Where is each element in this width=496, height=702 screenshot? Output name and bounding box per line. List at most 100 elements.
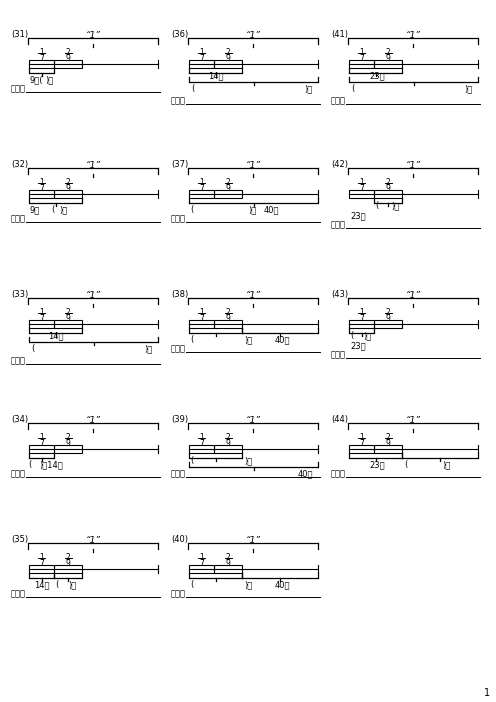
Text: 1: 1 bbox=[39, 178, 44, 187]
Text: (44): (44) bbox=[331, 415, 348, 424]
Text: (: ( bbox=[191, 84, 194, 93]
Text: 40米: 40米 bbox=[298, 469, 313, 478]
Text: 列式：: 列式： bbox=[11, 589, 26, 598]
Text: 1: 1 bbox=[199, 308, 204, 317]
Text: (37): (37) bbox=[171, 160, 188, 169]
Text: 40米: 40米 bbox=[275, 580, 291, 589]
Text: 9: 9 bbox=[385, 184, 390, 193]
Text: 2: 2 bbox=[385, 308, 390, 317]
Text: “1”: “1” bbox=[85, 161, 101, 170]
Text: )米: )米 bbox=[46, 75, 54, 84]
Text: )米: )米 bbox=[60, 205, 68, 214]
Bar bbox=[189, 60, 214, 68]
Text: 列式：: 列式： bbox=[331, 469, 346, 478]
Bar bbox=[349, 60, 374, 68]
Text: 14米: 14米 bbox=[34, 580, 49, 589]
Text: (43): (43) bbox=[331, 290, 348, 299]
Text: 14米: 14米 bbox=[48, 331, 63, 340]
Text: 40米: 40米 bbox=[275, 335, 291, 344]
Text: 2: 2 bbox=[65, 48, 70, 57]
Bar bbox=[29, 445, 54, 453]
Text: 7: 7 bbox=[199, 439, 204, 448]
Bar bbox=[29, 190, 54, 198]
Text: “1”: “1” bbox=[85, 536, 101, 545]
Text: 列式：: 列式： bbox=[331, 220, 346, 229]
Text: 2: 2 bbox=[65, 178, 70, 187]
Text: )米: )米 bbox=[364, 331, 372, 340]
Bar bbox=[189, 190, 214, 198]
Text: 9: 9 bbox=[65, 559, 70, 568]
Text: 9: 9 bbox=[226, 184, 231, 193]
Text: (: ( bbox=[55, 580, 58, 589]
Text: 1: 1 bbox=[484, 688, 490, 698]
Text: “1”: “1” bbox=[246, 291, 260, 300]
Text: 23米: 23米 bbox=[370, 71, 385, 80]
Bar bbox=[54, 190, 82, 198]
Bar bbox=[54, 445, 82, 453]
Text: )米: )米 bbox=[244, 580, 252, 589]
Text: “1”: “1” bbox=[85, 416, 101, 425]
Bar bbox=[189, 320, 214, 328]
Text: 14米: 14米 bbox=[208, 71, 223, 80]
Text: “1”: “1” bbox=[406, 291, 421, 300]
Bar bbox=[29, 60, 54, 68]
Text: )米: )米 bbox=[304, 84, 312, 93]
Text: 7: 7 bbox=[199, 54, 204, 63]
Text: (: ( bbox=[350, 331, 353, 340]
Text: “1”: “1” bbox=[406, 161, 421, 170]
Text: 列式：: 列式： bbox=[171, 96, 186, 105]
Text: 9: 9 bbox=[226, 559, 231, 568]
Text: 2: 2 bbox=[226, 48, 230, 57]
Text: 7: 7 bbox=[39, 54, 44, 63]
Bar bbox=[374, 60, 402, 68]
Text: 2: 2 bbox=[385, 48, 390, 57]
Text: (: ( bbox=[52, 205, 55, 214]
Text: 1: 1 bbox=[359, 433, 364, 442]
Text: 9: 9 bbox=[65, 439, 70, 448]
Text: 1: 1 bbox=[39, 308, 44, 317]
Text: (32): (32) bbox=[11, 160, 28, 169]
Text: 1: 1 bbox=[199, 433, 204, 442]
Text: )米: )米 bbox=[144, 344, 152, 353]
Text: 7: 7 bbox=[199, 184, 204, 193]
Text: 9: 9 bbox=[65, 314, 70, 323]
Text: “1”: “1” bbox=[246, 161, 260, 170]
Text: 7: 7 bbox=[359, 439, 364, 448]
Text: 列式：: 列式： bbox=[171, 469, 186, 478]
Text: )米: )米 bbox=[244, 335, 252, 344]
Text: )米: )米 bbox=[464, 84, 472, 93]
Text: 2: 2 bbox=[65, 433, 70, 442]
Text: 1: 1 bbox=[359, 308, 364, 317]
Text: (: ( bbox=[31, 344, 34, 353]
Text: 9: 9 bbox=[65, 184, 70, 193]
Text: 1: 1 bbox=[359, 48, 364, 57]
Text: 列式：: 列式： bbox=[11, 84, 26, 93]
Bar bbox=[374, 445, 402, 453]
Bar bbox=[29, 565, 54, 573]
Text: 7: 7 bbox=[199, 314, 204, 323]
Text: 2: 2 bbox=[226, 308, 230, 317]
Text: “1”: “1” bbox=[406, 31, 421, 40]
Bar bbox=[54, 565, 82, 573]
Text: 1: 1 bbox=[39, 553, 44, 562]
Text: “1”: “1” bbox=[85, 31, 101, 40]
Bar bbox=[189, 445, 214, 453]
Text: 9米: 9米 bbox=[29, 205, 39, 214]
Text: 1: 1 bbox=[199, 553, 204, 562]
Text: 1: 1 bbox=[199, 178, 204, 187]
Text: 7: 7 bbox=[39, 184, 44, 193]
Bar bbox=[349, 320, 374, 328]
Text: 7: 7 bbox=[39, 439, 44, 448]
Text: )米: )米 bbox=[442, 460, 450, 469]
Text: 2: 2 bbox=[385, 178, 390, 187]
Text: 列式：: 列式： bbox=[171, 214, 186, 223]
Text: )米: )米 bbox=[68, 580, 76, 589]
Bar bbox=[214, 60, 242, 68]
Text: 2: 2 bbox=[226, 433, 230, 442]
Text: 9: 9 bbox=[385, 439, 390, 448]
Text: (34): (34) bbox=[11, 415, 28, 424]
Text: 9米(: 9米( bbox=[29, 75, 43, 84]
Text: 1: 1 bbox=[39, 433, 44, 442]
Text: 7: 7 bbox=[199, 559, 204, 568]
Text: (35): (35) bbox=[11, 535, 28, 544]
